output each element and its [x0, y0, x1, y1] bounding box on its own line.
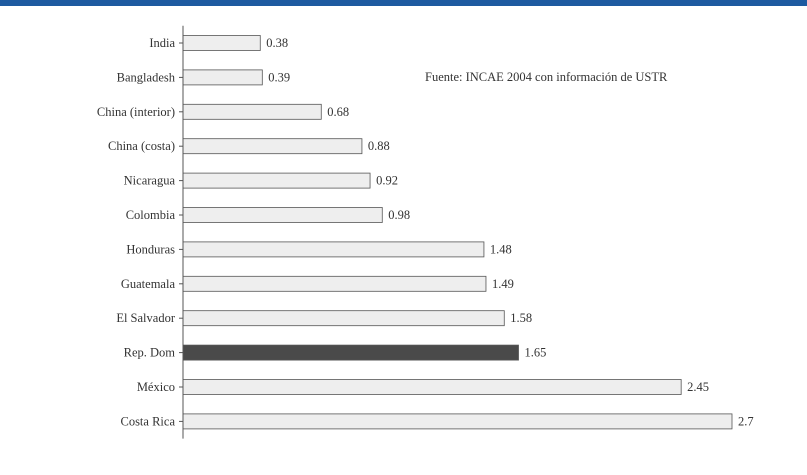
category-label-india: India	[149, 36, 175, 50]
value-label-colombia: 0.98	[388, 208, 410, 222]
source-note: Fuente: INCAE 2004 con información de US…	[425, 70, 668, 84]
bar-rep-dom	[182, 344, 519, 361]
value-label-china-costa: 0.88	[368, 139, 390, 153]
category-label-honduras: Honduras	[126, 242, 175, 256]
category-label-bangladesh: Bangladesh	[117, 70, 176, 84]
value-label-rep-dom: 1.65	[525, 346, 547, 360]
bar-el-salvador	[182, 310, 505, 327]
bar-india	[182, 35, 261, 51]
bar-honduras	[182, 241, 485, 258]
bar-colombia	[182, 207, 383, 223]
value-label-india: 0.38	[266, 36, 288, 50]
value-label-el-salvador: 1.58	[510, 311, 532, 325]
bar-guatemala	[182, 275, 487, 292]
bars-group: India 0.38 Bangladesh 0.39 China (interior) 0…	[97, 35, 754, 430]
value-label-mexico: 2.45	[687, 380, 709, 394]
category-label-china-costa: China (costa)	[108, 139, 175, 153]
bar-mexico	[182, 379, 682, 395]
bar-china-interior	[182, 103, 322, 120]
bar-nicaragua	[182, 172, 371, 189]
value-label-china-interior: 0.68	[327, 105, 349, 119]
category-label-guatemala: Guatemala	[121, 277, 176, 291]
bar-bangladesh	[182, 69, 263, 86]
category-label-costa-rica: Costa Rica	[120, 414, 175, 428]
value-label-guatemala: 1.49	[492, 277, 514, 291]
value-label-honduras: 1.48	[490, 242, 512, 256]
category-label-rep-dom: Rep. Dom	[124, 346, 176, 360]
category-label-mexico: México	[137, 380, 175, 394]
value-label-costa-rica: 2.7	[738, 414, 754, 428]
y-axis-ticks	[179, 42, 183, 422]
category-label-nicaragua: Nicaragua	[124, 174, 176, 188]
category-label-colombia: Colombia	[126, 208, 176, 222]
bar-costa-rica	[182, 413, 733, 430]
value-label-bangladesh: 0.39	[268, 70, 290, 84]
category-label-el-salvador: El Salvador	[116, 311, 176, 325]
value-label-nicaragua: 0.92	[376, 174, 398, 188]
bar-china-costa	[182, 138, 363, 155]
top-color-band	[0, 0, 807, 6]
category-label-china-interior: China (interior)	[97, 105, 175, 119]
